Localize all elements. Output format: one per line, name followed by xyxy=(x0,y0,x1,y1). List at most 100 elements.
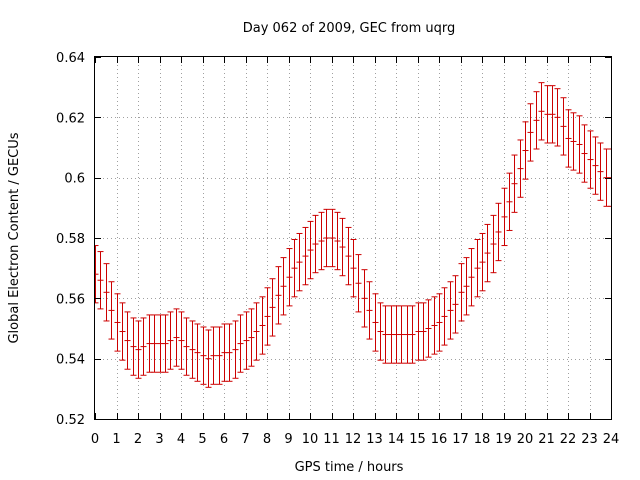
error-bar-point xyxy=(474,239,481,298)
error-bar-point xyxy=(97,251,104,310)
error-bar-point xyxy=(549,85,556,144)
error-bar-point xyxy=(200,326,207,385)
error-bar-point xyxy=(366,281,373,340)
error-bar-point xyxy=(243,311,250,370)
error-bar-point xyxy=(237,314,244,373)
x-tick-label: 2 xyxy=(134,432,142,447)
error-bar-point xyxy=(538,82,545,141)
error-bar-point xyxy=(576,115,583,174)
error-bar-point xyxy=(124,311,131,370)
error-bar-point xyxy=(226,323,233,382)
error-bar-point xyxy=(275,266,282,325)
error-bar-point xyxy=(318,211,325,271)
error-bar-point xyxy=(259,296,266,355)
error-bar-point xyxy=(527,103,534,162)
error-bar-point xyxy=(447,281,454,340)
error-bar-point xyxy=(114,293,121,352)
x-tick-label: 3 xyxy=(155,432,163,447)
error-bar-point xyxy=(103,263,110,322)
x-tick-label: 1 xyxy=(112,432,120,447)
error-bar-point xyxy=(565,109,572,168)
error-bar-point xyxy=(269,278,276,337)
error-bar-point xyxy=(522,121,529,180)
y-tick-label: 0.6 xyxy=(64,172,85,187)
error-bar-point xyxy=(452,275,459,334)
x-tick-label: 18 xyxy=(474,432,491,447)
x-tick-label: 15 xyxy=(409,432,426,447)
x-tick-label: 7 xyxy=(241,432,249,447)
error-bar-point xyxy=(130,317,137,376)
error-bar-point xyxy=(183,317,190,376)
plot-frame xyxy=(94,56,612,420)
error-bar-point xyxy=(517,139,524,198)
error-bar-point xyxy=(264,287,271,346)
error-bar-layer xyxy=(95,82,612,388)
y-axis-label: Global Electron Content / GECUs xyxy=(7,132,22,343)
error-bar-point xyxy=(194,323,201,382)
error-bar-point xyxy=(581,124,588,183)
error-bar-point xyxy=(339,217,346,277)
error-bar-point xyxy=(533,91,540,150)
error-bar-point xyxy=(151,314,158,373)
error-bar-point xyxy=(506,172,513,231)
error-bar-point xyxy=(248,308,255,367)
y-tick-label: 0.56 xyxy=(56,292,85,307)
x-tick-label: 8 xyxy=(263,432,271,447)
error-bar-point xyxy=(431,296,438,355)
error-bar-point xyxy=(189,320,196,379)
error-bar-point xyxy=(560,97,567,156)
x-tick-label: 10 xyxy=(302,432,319,447)
error-bar-point xyxy=(372,293,379,352)
error-bar-point xyxy=(140,317,147,376)
error-bar-point xyxy=(119,302,126,361)
x-tick-label: 13 xyxy=(366,432,383,447)
x-axis-label: GPS time / hours xyxy=(295,460,404,475)
error-bar-point xyxy=(312,214,319,274)
x-tick-label: 19 xyxy=(495,432,512,447)
error-bar-point xyxy=(216,326,223,385)
error-bar-point xyxy=(597,142,604,201)
y-tick-label: 0.64 xyxy=(56,51,85,66)
error-bar-point xyxy=(436,293,443,352)
error-bar-point xyxy=(490,214,497,274)
error-bar-point xyxy=(441,287,448,346)
y-tick-label: 0.58 xyxy=(56,232,85,247)
x-tick-label: 17 xyxy=(452,432,469,447)
x-tick-label: 9 xyxy=(284,432,292,447)
error-bar-point xyxy=(232,320,239,379)
error-bar-point xyxy=(382,305,389,364)
error-bar-point xyxy=(458,263,465,322)
error-bar-point xyxy=(329,208,336,268)
error-bar-point xyxy=(162,314,169,373)
x-tick-labels: 0 1 2 3 4 5 6 7 8 9 10 11 12 13 14 15 16 17 18 19 20 21 22 23 24 xyxy=(91,432,619,447)
y-tick-labels: 0.52 0.54 0.56 0.58 0.6 0.62 0.64 xyxy=(56,51,85,428)
error-bar-point xyxy=(501,187,508,247)
error-bar-point xyxy=(587,130,594,189)
error-bar-point xyxy=(167,311,174,370)
error-bar-point xyxy=(484,223,491,283)
error-bar-point xyxy=(108,281,115,340)
x-tick-label: 21 xyxy=(538,432,555,447)
error-bar-point xyxy=(334,211,341,271)
x-tick-label: 16 xyxy=(431,432,448,447)
x-tick-label: 23 xyxy=(581,432,598,447)
y-tick-label: 0.52 xyxy=(56,413,85,428)
x-tick-label: 5 xyxy=(198,432,206,447)
error-bar-point xyxy=(570,112,577,171)
x-tick-label: 0 xyxy=(91,432,99,447)
error-bar-point xyxy=(350,239,357,298)
chart-title: Day 062 of 2009, GEC from uqrg xyxy=(243,21,456,36)
x-tick-label: 24 xyxy=(603,432,620,447)
error-bar-point xyxy=(409,305,416,364)
grid-layer xyxy=(95,57,611,419)
error-bar-point xyxy=(205,329,212,388)
error-bar-point xyxy=(554,88,561,147)
error-bar-point xyxy=(361,269,368,328)
x-tick-label: 6 xyxy=(220,432,228,447)
y-tick-label: 0.62 xyxy=(56,111,85,126)
error-bar-point xyxy=(280,257,287,316)
error-bar-point xyxy=(286,248,293,307)
x-tick-label: 20 xyxy=(517,432,534,447)
error-bar-point xyxy=(345,226,352,286)
